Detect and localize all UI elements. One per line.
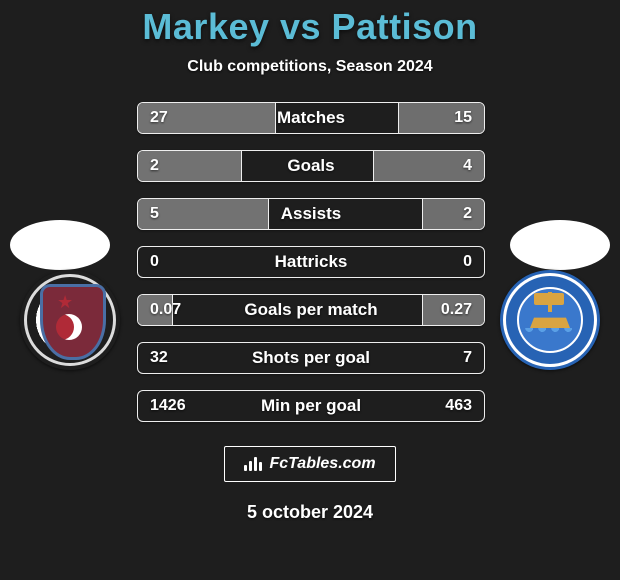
stat-value-right: 463 xyxy=(445,391,472,421)
comparison-panel: ★ 27Matches152Goals45Assists20Hattricks0… xyxy=(0,102,620,432)
player-badge-left xyxy=(10,220,110,270)
date-text: 5 october 2024 xyxy=(0,502,620,523)
stat-value-right: 4 xyxy=(463,151,472,181)
stat-row: 2Goals4 xyxy=(137,150,485,182)
stat-value-right: 15 xyxy=(454,103,472,133)
page-title: Markey vs Pattison xyxy=(0,0,620,48)
stat-rows: 27Matches152Goals45Assists20Hattricks00.… xyxy=(137,102,485,438)
stat-label: Goals per match xyxy=(138,295,484,325)
brand-box: FcTables.com xyxy=(224,446,396,482)
club-crest-right xyxy=(500,270,600,370)
stat-row: 0Hattricks0 xyxy=(137,246,485,278)
club-crest-left: ★ xyxy=(20,270,120,370)
page-subtitle: Club competitions, Season 2024 xyxy=(0,58,620,76)
stat-label: Matches xyxy=(138,103,484,133)
player-badge-right xyxy=(510,220,610,270)
stat-value-right: 0 xyxy=(463,247,472,277)
stat-row: 5Assists2 xyxy=(137,198,485,230)
stat-label: Min per goal xyxy=(138,391,484,421)
stat-row: 27Matches15 xyxy=(137,102,485,134)
stat-label: Shots per goal xyxy=(138,343,484,373)
stat-label: Goals xyxy=(138,151,484,181)
brand-text: FcTables.com xyxy=(269,455,375,473)
stat-value-right: 2 xyxy=(463,199,472,229)
stat-row: 0.07Goals per match0.27 xyxy=(137,294,485,326)
stat-row: 1426Min per goal463 xyxy=(137,390,485,422)
stat-label: Hattricks xyxy=(138,247,484,277)
stat-label: Assists xyxy=(138,199,484,229)
stat-value-right: 7 xyxy=(463,343,472,373)
brand-logo-icon xyxy=(244,457,263,471)
stat-value-right: 0.27 xyxy=(441,295,472,325)
stat-row: 32Shots per goal7 xyxy=(137,342,485,374)
